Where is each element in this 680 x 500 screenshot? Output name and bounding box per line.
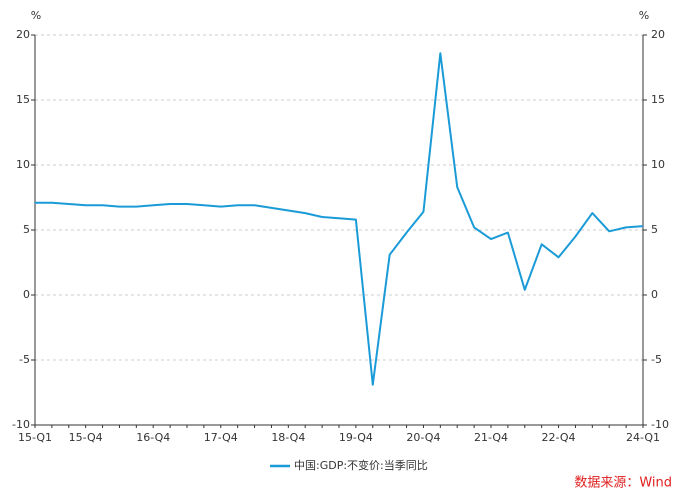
y2-tick-label: 5 [651,223,658,236]
x-tick-label: 21-Q4 [474,431,508,444]
source-note: 数据来源：Wind [574,476,672,491]
x-tick-label: 15-Q4 [69,431,103,444]
x-tick-label: 15-Q1 [18,431,52,444]
y2-tick-label: 15 [651,93,665,106]
y-tick-label: 15 [16,93,30,106]
x-tick-label: 19-Q4 [339,431,373,444]
y-tick-label: 0 [23,288,30,301]
y-axis-unit: % [31,9,41,22]
y-tick-label: 5 [23,223,30,236]
x-tick-label: 18-Q4 [271,431,305,444]
y2-tick-label: -5 [651,353,662,366]
x-tick-label: 17-Q4 [204,431,238,444]
y-tick-label: -10 [12,418,30,431]
x-tick-label: 16-Q4 [136,431,170,444]
legend-label: 中国:GDP:不变价:当季同比 [294,458,428,472]
y-tick-label: -5 [19,353,30,366]
y2-tick-label: -10 [651,418,669,431]
y-tick-label: 20 [16,28,30,41]
y-tick-label: 10 [16,158,30,171]
y2-tick-label: 20 [651,28,665,41]
x-tick-label: 20-Q4 [406,431,440,444]
y2-tick-label: 0 [651,288,658,301]
y2-axis-unit: % [639,9,649,22]
x-tick-label: 22-Q4 [542,431,576,444]
data-line [35,52,644,386]
x-tick-label: 24-Q1 [626,431,660,444]
y2-tick-label: 10 [651,158,665,171]
